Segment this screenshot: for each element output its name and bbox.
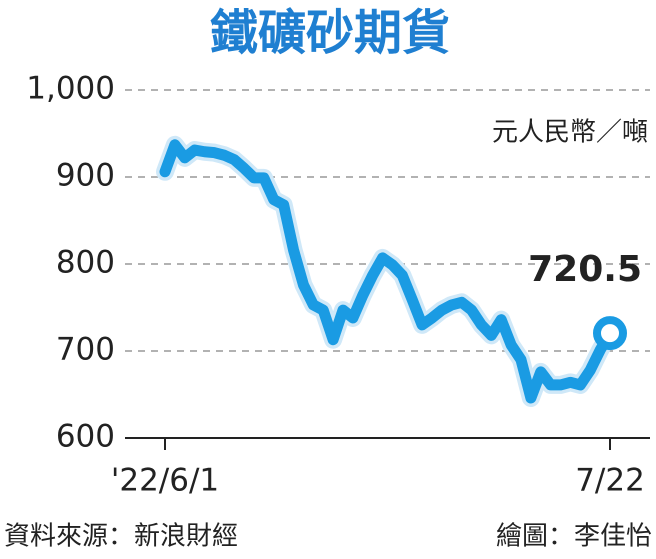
- y-tick-label: 800: [56, 245, 115, 281]
- line: [159, 139, 616, 404]
- y-tick-label: 600: [56, 419, 115, 455]
- chart-title: 鐵礦砂期貨: [210, 5, 450, 61]
- last-point: [593, 316, 627, 351]
- x-tick-label: '22/6/1: [111, 463, 219, 499]
- y-tick-label: 900: [56, 158, 115, 194]
- credit: 繪圖：李佳怡: [496, 522, 652, 552]
- y-tick-label: 1,000: [26, 71, 115, 107]
- source: 資料來源：新浪財經: [4, 522, 238, 552]
- unit-label: 元人民幣／噸: [492, 118, 648, 148]
- x-tick-label: 7/22: [575, 463, 645, 499]
- value-label: 720.5: [528, 249, 642, 290]
- y-tick-label: 700: [56, 332, 115, 368]
